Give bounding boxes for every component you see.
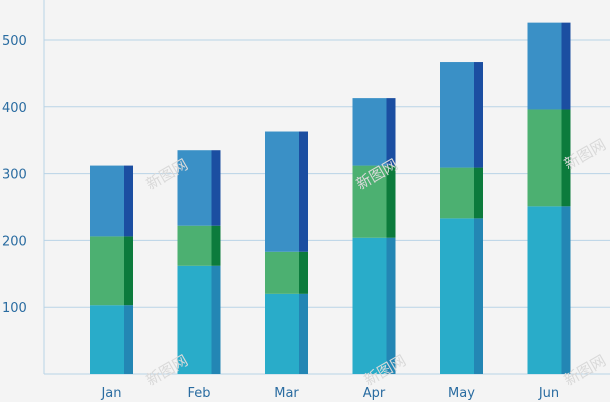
- x-tick-label-may: May: [448, 386, 475, 401]
- bar-may-seg3: [440, 62, 474, 168]
- bar-mar-seg3: [265, 131, 299, 252]
- bar-jan-seg3-side: [124, 165, 133, 237]
- bar-jan-seg2: [90, 236, 124, 306]
- y-tick-labels: 100 200 300 400 500: [2, 34, 27, 316]
- bar-apr-seg3: [352, 98, 387, 166]
- bar-apr-seg2-side: [386, 165, 396, 238]
- bar-may-seg2: [440, 167, 474, 219]
- bar-feb-seg1: [177, 265, 212, 374]
- bar-jun-seg1: [527, 206, 562, 374]
- bar-jan-seg2-side: [124, 236, 133, 306]
- bar-may-seg1-side: [474, 218, 483, 374]
- x-tick-label-apr: Apr: [363, 386, 386, 401]
- bar-mar-seg1-side: [299, 293, 308, 374]
- bar-apr-seg3-side: [386, 98, 396, 166]
- y-tick-label-500: 500: [2, 34, 27, 49]
- bar-apr-seg1-side: [386, 237, 396, 374]
- bar-mar-seg3-side: [299, 131, 308, 252]
- bar-may-seg2-side: [474, 167, 483, 219]
- bar-mar-seg2: [265, 251, 299, 294]
- bar-feb-seg1-side: [211, 265, 221, 374]
- x-tick-label-jun: Jun: [538, 386, 559, 401]
- bar-jun-seg3: [527, 22, 562, 110]
- bar-may-seg3-side: [474, 62, 483, 168]
- bar-may-seg1: [440, 218, 474, 374]
- watermark-4: 新图网: [143, 351, 191, 389]
- bar-feb-seg3: [177, 150, 212, 226]
- bars: [90, 22, 571, 374]
- bar-feb-seg2-side: [211, 225, 221, 266]
- gridlines: [43, 0, 610, 375]
- bar-feb-seg2: [177, 225, 212, 266]
- bar-jun-seg3-side: [561, 22, 571, 110]
- bar-mar-seg2-side: [299, 251, 308, 294]
- x-tick-labels: Jan Feb Mar Apr May Jun: [100, 386, 559, 401]
- y-tick-label-100: 100: [2, 301, 27, 316]
- x-tick-label-jan: Jan: [100, 386, 121, 401]
- bar-feb-seg3-side: [211, 150, 221, 226]
- y-tick-label-400: 400: [2, 101, 27, 116]
- bar-jan-seg3: [90, 165, 124, 237]
- bar-jun-seg1-side: [561, 206, 571, 374]
- bar-apr-seg1: [352, 237, 387, 374]
- y-tick-label-300: 300: [2, 168, 27, 183]
- x-tick-label-mar: Mar: [274, 386, 299, 401]
- bar-jan-seg1-side: [124, 305, 133, 374]
- bar-mar-seg1: [265, 293, 299, 374]
- bar-jun-seg2: [527, 109, 562, 207]
- y-tick-label-200: 200: [2, 234, 27, 249]
- x-tick-label-feb: Feb: [187, 386, 210, 401]
- bar-jun-seg2-side: [561, 109, 571, 207]
- bar-jan-seg1: [90, 305, 124, 374]
- bar-apr-seg2: [352, 165, 387, 238]
